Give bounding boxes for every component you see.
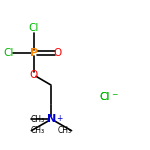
Text: O: O [30,70,38,80]
Text: Cl: Cl [99,92,110,102]
Text: N: N [47,114,56,124]
Text: −: − [112,90,118,99]
Text: CH₃: CH₃ [31,115,45,124]
Text: CH₃: CH₃ [31,126,45,135]
Text: Cl: Cl [4,48,14,58]
Text: Cl: Cl [29,23,39,33]
Text: P: P [30,48,38,58]
Text: O: O [53,48,62,58]
Text: +: + [56,114,63,123]
Text: CH₃: CH₃ [58,126,72,135]
Text: Cl: Cl [99,92,110,102]
